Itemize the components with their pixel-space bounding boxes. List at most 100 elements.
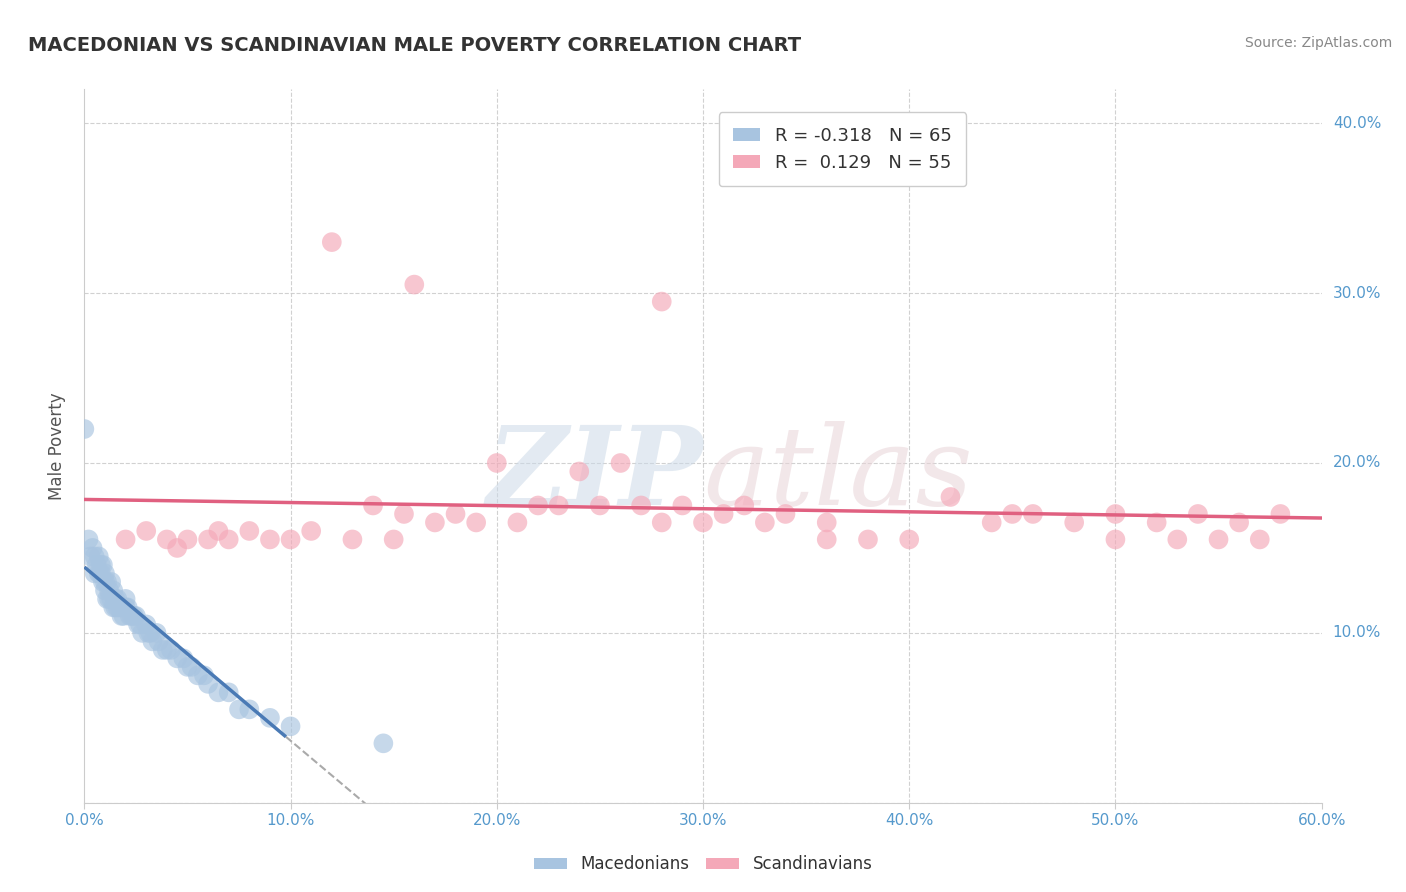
Point [392, 507, 415, 521]
Point [91, 558, 114, 572]
Point [423, 516, 446, 530]
Point [1187, 507, 1209, 521]
Point [114, 600, 136, 615]
Point [135, 617, 157, 632]
Text: 20.0%: 20.0% [1333, 456, 1381, 470]
Point [114, 591, 136, 606]
Point [589, 499, 612, 513]
Point [127, 617, 149, 632]
Point [939, 490, 962, 504]
Point [651, 294, 673, 309]
Text: Source: ZipAtlas.com: Source: ZipAtlas.com [1244, 36, 1392, 50]
Point [218, 533, 240, 547]
Point [156, 643, 179, 657]
Point [131, 626, 153, 640]
Point [73, 422, 96, 436]
Point [166, 541, 188, 555]
Point [103, 583, 125, 598]
Point [129, 617, 152, 632]
Point [94, 574, 117, 589]
Point [733, 499, 755, 513]
Point [1249, 533, 1271, 547]
Point [228, 702, 250, 716]
Point [156, 533, 179, 547]
Text: 30.0%: 30.0% [1333, 285, 1381, 301]
Text: 10.0%: 10.0% [1333, 625, 1381, 640]
Point [176, 533, 198, 547]
Point [1146, 516, 1168, 530]
Point [713, 507, 735, 521]
Point [94, 583, 117, 598]
Point [139, 626, 162, 640]
Point [382, 533, 405, 547]
Text: 40.0%: 40.0% [1333, 116, 1381, 131]
Point [187, 668, 209, 682]
Point [671, 499, 693, 513]
Point [82, 541, 104, 555]
Point [280, 719, 302, 733]
Point [361, 499, 384, 513]
Point [141, 634, 163, 648]
Point [1104, 533, 1126, 547]
Point [692, 516, 714, 530]
Point [630, 499, 652, 513]
Point [98, 583, 121, 598]
Point [135, 524, 157, 538]
Point [259, 711, 281, 725]
Text: MACEDONIAN VS SCANDINAVIAN MALE POVERTY CORRELATION CHART: MACEDONIAN VS SCANDINAVIAN MALE POVERTY … [28, 36, 801, 54]
Point [856, 533, 879, 547]
Point [145, 626, 167, 640]
Point [176, 660, 198, 674]
Point [404, 277, 426, 292]
Point [218, 685, 240, 699]
Point [238, 702, 260, 716]
Point [103, 600, 125, 615]
Point [117, 600, 139, 615]
Point [527, 499, 550, 513]
Point [1063, 516, 1085, 530]
Point [98, 591, 121, 606]
Point [83, 549, 105, 564]
Point [197, 533, 219, 547]
Point [238, 524, 260, 538]
Point [121, 608, 143, 623]
Point [259, 533, 281, 547]
Point [96, 574, 118, 589]
Point [898, 533, 921, 547]
Point [193, 668, 215, 682]
Legend: Macedonians, Scandinavians: Macedonians, Scandinavians [527, 849, 879, 880]
Point [125, 608, 148, 623]
Point [100, 574, 122, 589]
Point [90, 558, 112, 572]
Point [197, 677, 219, 691]
Point [90, 566, 112, 581]
Point [108, 600, 131, 615]
Point [87, 549, 110, 564]
Point [342, 533, 364, 547]
Point [980, 516, 1002, 530]
Point [465, 516, 488, 530]
Point [609, 456, 631, 470]
Point [651, 516, 673, 530]
Point [96, 591, 118, 606]
Point [1166, 533, 1188, 547]
Point [547, 499, 569, 513]
Point [105, 600, 128, 615]
Point [105, 591, 128, 606]
Point [122, 608, 145, 623]
Point [77, 533, 100, 547]
Point [815, 516, 838, 530]
Point [1022, 507, 1045, 521]
Point [1227, 516, 1250, 530]
Point [100, 591, 122, 606]
Point [91, 574, 114, 589]
Point [280, 533, 302, 547]
Point [104, 591, 127, 606]
Point [180, 660, 202, 674]
Point [321, 235, 343, 249]
Point [444, 507, 467, 521]
Point [160, 643, 183, 657]
Point [207, 524, 229, 538]
Point [118, 608, 141, 623]
Point [112, 608, 135, 623]
